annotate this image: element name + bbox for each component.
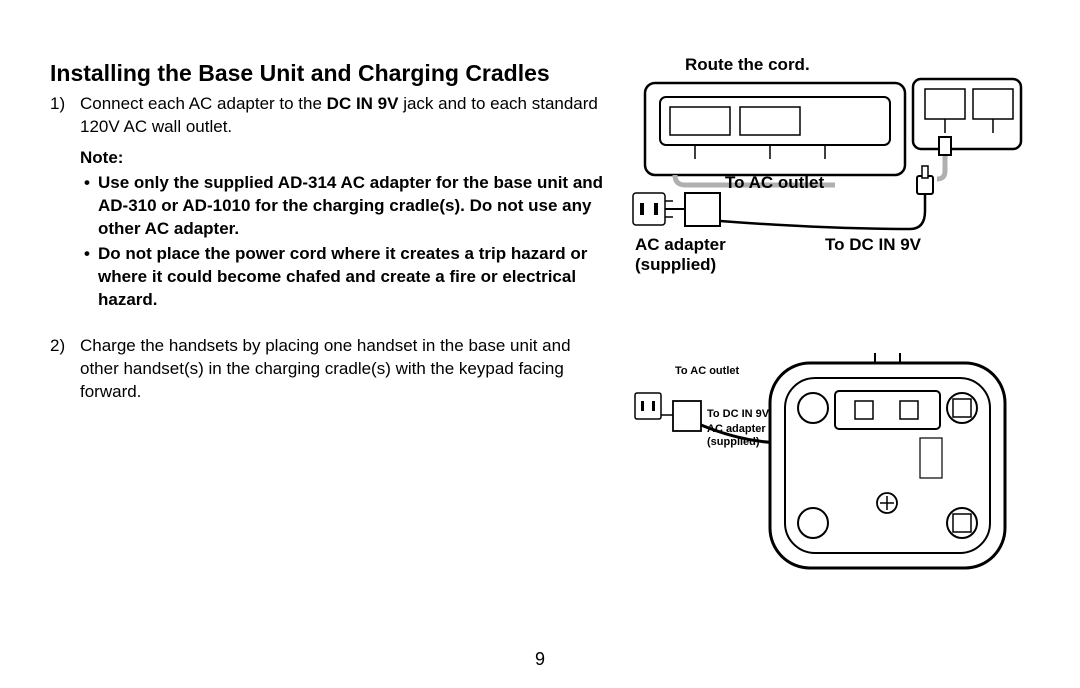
d1-to-dc-in-label: To DC IN 9V [825, 235, 921, 255]
page-number: 9 [0, 649, 1080, 670]
note-item-2: Do not place the power cord where it cre… [80, 243, 605, 312]
d1-ac-adapter-label: AC adapter (supplied) [635, 235, 726, 274]
diagram-1: Route the cord. [625, 43, 1025, 273]
note-list: Use only the supplied AD-314 AC adapter … [80, 172, 605, 312]
step-2-number: 2) [50, 335, 80, 404]
note-item-1: Use only the supplied AD-314 AC adapter … [80, 172, 605, 241]
left-column: 1) Connect each AC adapter to the DC IN … [50, 93, 605, 583]
d2-to-ac-outlet-label: To AC outlet [675, 365, 739, 377]
d2-supplied-text: (supplied) [707, 436, 760, 448]
base-unit-illustration [625, 71, 1025, 231]
step-1-text-b: DC IN 9V [327, 94, 399, 113]
step-1-number: 1) [50, 93, 80, 313]
d1-supplied-text: (supplied) [635, 255, 716, 274]
content-row: 1) Connect each AC adapter to the DC IN … [50, 93, 1030, 583]
diagram-2: To AC outlet To DC IN 9V AC adapter (sup… [625, 353, 1025, 583]
d2-ac-adapter-label: AC adapter (supplied) [707, 423, 766, 448]
cradle-illustration [625, 353, 1025, 583]
step-2: 2) Charge the handsets by placing one ha… [50, 335, 605, 404]
d1-to-ac-outlet-label: To AC outlet [725, 173, 824, 193]
d1-ac-adapter-text: AC adapter [635, 235, 726, 254]
step-1-body: Connect each AC adapter to the DC IN 9V … [80, 93, 605, 313]
d2-to-dc-in-label: To DC IN 9V [707, 408, 769, 420]
right-column: Route the cord. [625, 93, 1030, 583]
step-1-text-a: Connect each AC adapter to the [80, 94, 327, 113]
d2-ac-adapter-text: AC adapter [707, 423, 766, 435]
step-2-body: Charge the handsets by placing one hands… [80, 335, 605, 404]
note-heading: Note: [80, 147, 605, 170]
step-1: 1) Connect each AC adapter to the DC IN … [50, 93, 605, 313]
